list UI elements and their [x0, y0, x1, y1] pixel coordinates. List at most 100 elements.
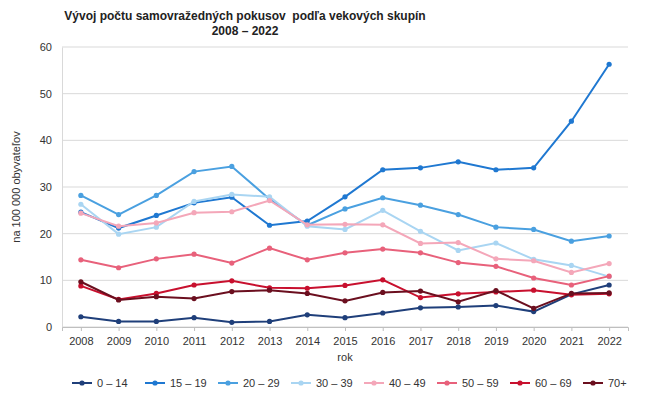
x-tick-label: 2018 — [446, 335, 470, 347]
point — [342, 315, 347, 320]
legend-label: 40 – 49 — [389, 377, 426, 389]
chart: Vývoj počtu samovražedných pokusov podľa… — [0, 0, 650, 420]
x-tick: 2013 — [258, 327, 282, 347]
y-tick-label: 60 — [40, 41, 52, 53]
series-line — [81, 282, 609, 309]
x-tick: 2021 — [560, 327, 584, 347]
x-tick-mark — [232, 327, 233, 331]
x-tick: 2015 — [333, 327, 357, 347]
series-line — [81, 64, 609, 228]
point — [229, 192, 234, 197]
point — [191, 315, 196, 320]
legend-label: 60 – 69 — [535, 377, 572, 389]
x-axis-line — [63, 328, 629, 332]
series-line — [81, 166, 609, 241]
series-line — [81, 194, 609, 276]
point — [154, 220, 159, 225]
point — [191, 252, 196, 257]
point — [418, 229, 423, 234]
x-tick-mark — [383, 327, 384, 331]
point — [569, 263, 574, 268]
point — [418, 250, 423, 255]
legend-item: 70+ — [583, 377, 627, 389]
point — [267, 288, 272, 293]
legend-label: 50 – 59 — [462, 377, 499, 389]
point — [569, 119, 574, 124]
series — [78, 164, 611, 244]
point — [418, 165, 423, 170]
point — [418, 241, 423, 246]
legend-marker — [298, 380, 303, 385]
y-tick-label: 30 — [40, 181, 52, 193]
x-tick-label: 2012 — [220, 335, 244, 347]
x-tick-label: 2022 — [597, 335, 621, 347]
point — [531, 275, 536, 280]
point — [493, 303, 498, 308]
point — [380, 208, 385, 213]
x-tick-label: 2014 — [296, 335, 320, 347]
point — [78, 257, 83, 262]
legend-marker — [79, 380, 84, 385]
point — [154, 256, 159, 261]
point — [305, 291, 310, 296]
x-tick-label: 2019 — [484, 335, 508, 347]
point — [380, 290, 385, 295]
x-tick: 2014 — [296, 327, 320, 347]
point — [493, 264, 498, 269]
y-tick: 50 — [40, 88, 62, 100]
point — [267, 246, 272, 251]
point — [531, 165, 536, 170]
point — [342, 227, 347, 232]
point — [418, 305, 423, 310]
point — [607, 274, 612, 279]
y-tick: 30 — [40, 181, 62, 193]
y-tick-label: 50 — [40, 88, 52, 100]
x-tick-label: 2013 — [258, 335, 282, 347]
point — [380, 310, 385, 315]
point — [78, 279, 83, 284]
x-tick-label: 2020 — [522, 335, 546, 347]
legend-item: 60 – 69 — [510, 377, 572, 389]
grid-line — [62, 93, 628, 94]
point — [154, 319, 159, 324]
x-tick-label: 2021 — [560, 335, 584, 347]
point — [191, 199, 196, 204]
point — [229, 320, 234, 325]
x-tick-mark — [81, 327, 82, 331]
point — [116, 297, 121, 302]
series — [78, 246, 611, 288]
x-tick-label: 2010 — [145, 335, 169, 347]
y-tick-label: 10 — [40, 274, 52, 286]
legend-marker — [444, 380, 449, 385]
point — [380, 246, 385, 251]
point — [607, 274, 612, 279]
x-tick-mark — [156, 327, 157, 331]
point — [607, 261, 612, 266]
grid — [62, 47, 628, 327]
point — [607, 233, 612, 238]
point — [380, 167, 385, 172]
legend-marker — [590, 380, 595, 385]
legend-label: 20 – 29 — [243, 377, 280, 389]
point — [116, 319, 121, 324]
x-tick-label: 2015 — [333, 335, 357, 347]
x-tick: 2019 — [484, 327, 508, 347]
legend-item: 30 – 39 — [291, 377, 353, 389]
y-tick-label: 20 — [40, 228, 52, 240]
point — [305, 312, 310, 317]
point — [191, 282, 196, 287]
y-tick-label: 0 — [46, 321, 52, 333]
point — [607, 282, 612, 287]
point — [305, 286, 310, 291]
point — [531, 306, 536, 311]
point — [380, 277, 385, 282]
point — [229, 278, 234, 283]
x-tick-label: 2017 — [409, 335, 433, 347]
point — [191, 169, 196, 174]
y-tick: 0 — [46, 321, 62, 333]
point — [305, 223, 310, 228]
x-tick-mark — [270, 327, 271, 331]
point — [418, 288, 423, 293]
legend-label: 70+ — [608, 377, 627, 389]
point — [531, 227, 536, 232]
